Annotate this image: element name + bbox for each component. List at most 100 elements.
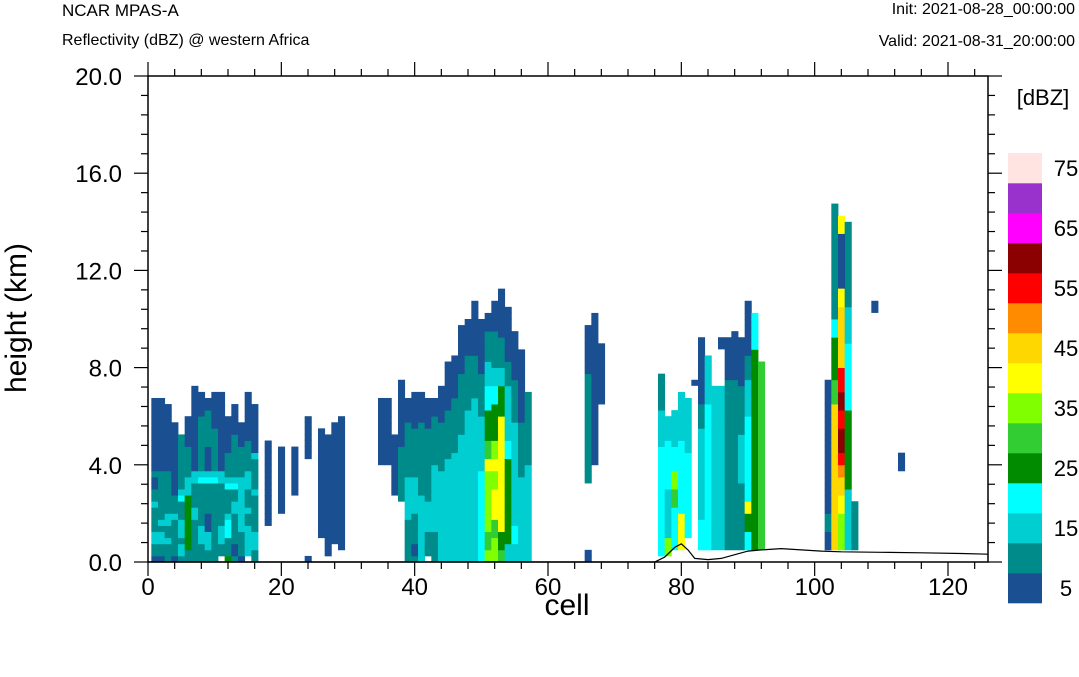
reflectivity-cell	[204, 483, 212, 490]
reflectivity-cell	[744, 397, 752, 405]
reflectivity-cell	[751, 312, 759, 320]
reflectivity-cell	[744, 312, 752, 320]
reflectivity-cell	[211, 397, 219, 405]
reflectivity-cell	[484, 483, 492, 490]
reflectivity-cell	[411, 458, 419, 466]
reflectivity-cell	[751, 458, 759, 466]
reflectivity-cell	[398, 404, 406, 411]
reflectivity-cell	[471, 476, 479, 484]
reflectivity-cell	[498, 288, 506, 296]
reflectivity-cell	[251, 446, 259, 454]
reflectivity-cell	[164, 531, 172, 539]
reflectivity-cell	[444, 464, 452, 472]
reflectivity-cell	[338, 464, 346, 472]
reflectivity-cell	[398, 416, 406, 423]
reflectivity-cell	[518, 428, 526, 435]
reflectivity-cell	[844, 440, 852, 447]
reflectivity-cell	[158, 531, 166, 539]
reflectivity-cell	[511, 422, 519, 429]
reflectivity-cell	[658, 391, 666, 399]
reflectivity-cell	[831, 203, 839, 211]
reflectivity-cell	[831, 410, 839, 417]
reflectivity-cell	[484, 355, 492, 362]
reflectivity-cell	[178, 470, 186, 478]
reflectivity-cell	[658, 397, 666, 405]
reflectivity-cell	[824, 416, 832, 423]
reflectivity-cell	[738, 361, 746, 368]
reflectivity-cell	[498, 476, 506, 484]
reflectivity-cell	[464, 397, 472, 405]
reflectivity-cell	[658, 404, 666, 411]
reflectivity-cell	[484, 428, 492, 435]
reflectivity-cell	[518, 555, 526, 563]
reflectivity-cell	[838, 470, 846, 478]
reflectivity-cell	[491, 446, 499, 454]
reflectivity-cell	[391, 440, 399, 447]
reflectivity-cell	[718, 495, 726, 502]
reflectivity-cell	[504, 495, 512, 502]
reflectivity-cell	[231, 525, 239, 533]
reflectivity-cell	[458, 331, 466, 338]
reflectivity-cell	[191, 446, 199, 454]
reflectivity-cell	[164, 464, 172, 472]
reflectivity-cell	[378, 446, 386, 454]
reflectivity-cell	[244, 519, 252, 526]
reflectivity-cell	[484, 434, 492, 441]
reflectivity-cell	[524, 549, 532, 557]
reflectivity-cell	[484, 543, 492, 551]
reflectivity-cell	[498, 300, 506, 308]
reflectivity-cell	[464, 325, 472, 332]
reflectivity-cell	[458, 422, 466, 429]
reflectivity-cell	[458, 483, 466, 490]
reflectivity-cell	[744, 343, 752, 350]
reflectivity-cell	[451, 422, 459, 429]
reflectivity-cell	[458, 476, 466, 484]
reflectivity-cell	[504, 549, 512, 557]
reflectivity-cell	[478, 397, 486, 405]
reflectivity-cell	[758, 458, 766, 466]
reflectivity-cell	[658, 410, 666, 417]
reflectivity-cell	[324, 446, 332, 454]
reflectivity-cell	[231, 555, 239, 563]
reflectivity-cell	[744, 416, 752, 423]
reflectivity-cell	[458, 416, 466, 423]
reflectivity-cell	[444, 513, 452, 520]
reflectivity-cell	[758, 361, 766, 368]
reflectivity-cell	[758, 379, 766, 387]
reflectivity-cell	[418, 476, 426, 484]
reflectivity-cell	[251, 489, 259, 496]
reflectivity-cell	[658, 434, 666, 441]
valid-time: Valid: 2021-08-31_20:00:00	[879, 33, 1075, 50]
reflectivity-cell	[711, 531, 719, 539]
reflectivity-cell	[231, 464, 239, 472]
reflectivity-cell	[504, 428, 512, 435]
reflectivity-cell	[524, 446, 532, 454]
reflectivity-cell	[491, 349, 499, 356]
reflectivity-cell	[224, 428, 232, 435]
reflectivity-cell	[251, 476, 259, 484]
reflectivity-cell	[171, 495, 179, 502]
reflectivity-cell	[191, 440, 199, 447]
reflectivity-cell	[511, 549, 519, 557]
reflectivity-cell	[151, 513, 159, 520]
reflectivity-cell	[718, 543, 726, 551]
reflectivity-cell	[831, 458, 839, 466]
reflectivity-cell	[504, 312, 512, 320]
reflectivity-cell	[824, 519, 832, 526]
reflectivity-cell	[484, 531, 492, 539]
reflectivity-cell	[838, 294, 846, 302]
reflectivity-cell	[718, 428, 726, 435]
reflectivity-cell	[451, 489, 459, 496]
reflectivity-cell	[718, 434, 726, 441]
reflectivity-cell	[584, 416, 592, 423]
reflectivity-cell	[664, 489, 672, 496]
reflectivity-cell	[504, 531, 512, 539]
reflectivity-cell	[451, 458, 459, 466]
reflectivity-cell	[438, 397, 446, 405]
reflectivity-cell	[471, 319, 479, 326]
reflectivity-cell	[831, 276, 839, 283]
reflectivity-cell	[844, 495, 852, 502]
reflectivity-cell	[511, 513, 519, 520]
reflectivity-cell	[724, 458, 732, 466]
reflectivity-cell	[171, 446, 179, 454]
